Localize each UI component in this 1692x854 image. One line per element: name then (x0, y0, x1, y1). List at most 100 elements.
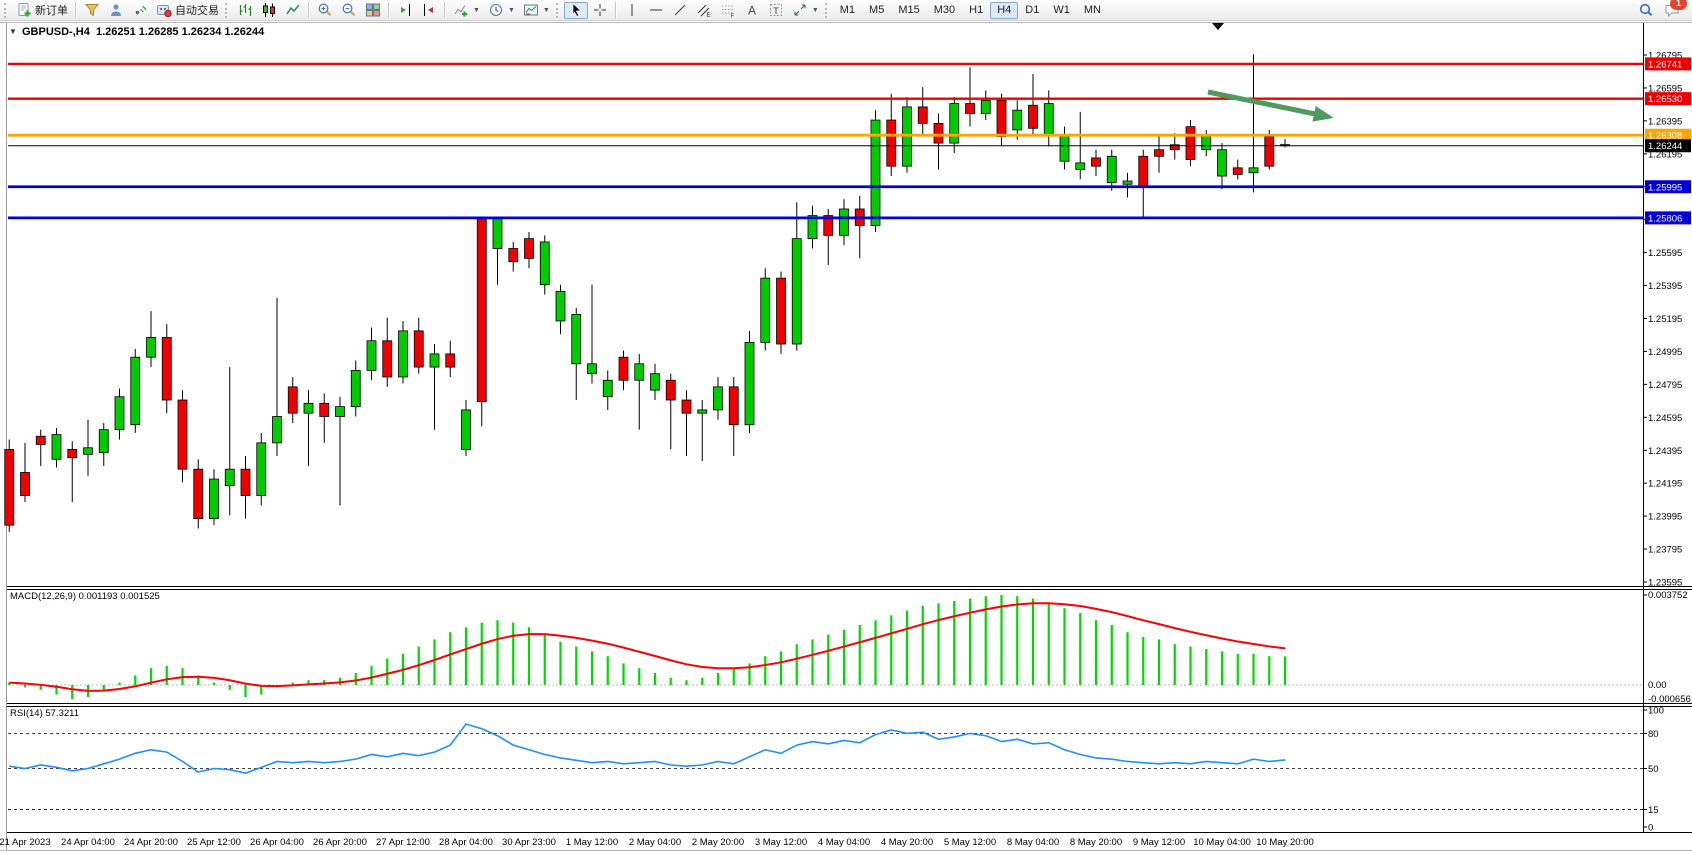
chart-shift-marker[interactable] (1212, 23, 1224, 30)
svg-text:24 Apr 20:00: 24 Apr 20:00 (124, 837, 178, 848)
text-tool-button[interactable]: A (740, 2, 764, 19)
svg-text:1.26795: 1.26795 (1648, 51, 1682, 62)
cursor-tool-button[interactable] (563, 1, 588, 19)
main-toolbar: 新订单 自动交易 (0, 0, 1692, 21)
svg-text:26 Apr 04:00: 26 Apr 04:00 (250, 837, 304, 848)
rsi-panel: 100 80 50 15 0 (8, 706, 1664, 834)
svg-text:0: 0 (1648, 823, 1653, 834)
timeframe-button-m5[interactable]: M5 (869, 4, 885, 16)
symbol-dropdown-icon[interactable]: ▼ (9, 27, 17, 36)
svg-text:30 Apr 23:00: 30 Apr 23:00 (502, 837, 556, 848)
chart-shift-button[interactable] (417, 2, 441, 19)
trend-arrow-annotation[interactable] (1207, 89, 1334, 122)
trendline-icon (674, 4, 686, 16)
crosshair-icon (593, 4, 606, 16)
add-indicator-button[interactable]: ▼ (449, 2, 484, 19)
toolbar-grip[interactable] (824, 2, 829, 18)
svg-text:1.24195: 1.24195 (1648, 479, 1682, 490)
zoom-in-icon (318, 3, 332, 17)
svg-text:1.25195: 1.25195 (1648, 314, 1682, 325)
horizontal-line-tool-button[interactable] (644, 2, 668, 19)
auto-trading-button[interactable]: 自动交易 (152, 2, 223, 19)
candle-chart-mode-button[interactable] (257, 2, 281, 19)
bar-chart-mode-button[interactable] (233, 2, 257, 19)
time-axis[interactable]: 21 Apr 2023 24 Apr 04:00 24 Apr 20:00 25 Ap… (0, 837, 1314, 848)
auto-scroll-icon (401, 4, 410, 16)
svg-text:1.24595: 1.24595 (1648, 413, 1682, 424)
svg-text:-0.000656: -0.000656 (1648, 694, 1691, 705)
svg-text:0.003752: 0.003752 (1648, 590, 1688, 601)
toolbar-grip[interactable] (555, 2, 560, 18)
search-icon[interactable] (1638, 2, 1654, 18)
trendline-tool-button[interactable] (668, 2, 692, 19)
svg-text:1.24395: 1.24395 (1648, 446, 1682, 457)
dropdown-caret: ▼ (811, 6, 819, 14)
timeframe-button-d1[interactable]: D1 (1025, 4, 1040, 16)
zoom-out-icon (342, 3, 356, 17)
auto-scroll-button[interactable] (393, 2, 417, 19)
profile-button[interactable] (104, 2, 128, 19)
svg-text:8 May 04:00: 8 May 04:00 (1007, 837, 1059, 848)
new-order-button[interactable]: 新订单 (12, 2, 72, 19)
market-watch-button[interactable] (80, 2, 104, 19)
clock-icon (489, 4, 502, 16)
svg-text:E: E (706, 13, 710, 18)
text-icon: A (748, 4, 756, 18)
svg-text:28 Apr 04:00: 28 Apr 04:00 (439, 837, 493, 848)
line-chart-mode-button[interactable] (281, 2, 305, 19)
dropdown-caret: ▼ (542, 6, 550, 14)
toolbar-grip[interactable] (4, 2, 8, 18)
person-icon (111, 4, 121, 16)
zoom-out-button[interactable] (337, 2, 361, 19)
separator (614, 2, 617, 18)
zoom-in-button[interactable] (313, 2, 337, 19)
timeframe-button-m15[interactable]: M15 (898, 4, 920, 16)
template-button[interactable]: ▼ (519, 2, 554, 19)
crosshair-tool-button[interactable] (588, 2, 612, 19)
svg-text:1.26308: 1.26308 (1648, 131, 1682, 142)
timeframe-button-mn[interactable]: MN (1083, 4, 1101, 16)
svg-text:1.23795: 1.23795 (1648, 545, 1682, 556)
separator (444, 2, 446, 18)
svg-text:1.24795: 1.24795 (1648, 380, 1682, 391)
timeframe-button-h4[interactable]: H4 (990, 1, 1019, 19)
text-label-tool-button[interactable]: T (764, 2, 788, 19)
notification-badge: 1 (1670, 0, 1687, 10)
auto-trading-icon (157, 5, 172, 18)
svg-text:9 May 12:00: 9 May 12:00 (1133, 837, 1185, 848)
svg-text:21 Apr 2023: 21 Apr 2023 (0, 837, 51, 848)
notifications-button[interactable]: 1 (1664, 0, 1687, 18)
candlesticks (4, 54, 1290, 532)
toolbar-grip[interactable] (225, 2, 229, 18)
text-label-icon: T (769, 4, 782, 16)
svg-text:T: T (773, 6, 779, 16)
svg-text:24 Apr 04:00: 24 Apr 04:00 (61, 837, 115, 848)
signals-button[interactable] (128, 2, 152, 19)
chart-title: GBPUSD-,H4 1.26251 1.26285 1.26234 1.262… (22, 26, 264, 38)
level-lines[interactable] (8, 62, 1643, 220)
fibonacci-tool-button[interactable]: F (716, 2, 740, 19)
timeframe-button-w1[interactable]: W1 (1053, 4, 1070, 16)
svg-text:27 Apr 12:00: 27 Apr 12:00 (376, 837, 430, 848)
arrows-tool-button[interactable]: ▼ (788, 2, 823, 19)
rsi-line (9, 723, 1286, 775)
template-icon (523, 4, 538, 16)
timeframe-button-m30[interactable]: M30 (933, 4, 956, 16)
svg-text:0.00: 0.00 (1648, 680, 1667, 691)
period-button[interactable]: ▼ (484, 2, 519, 19)
timeframe-button-h1[interactable]: H1 (969, 4, 984, 16)
svg-text:8 May 20:00: 8 May 20:00 (1070, 837, 1122, 848)
funnel-icon (84, 4, 100, 17)
tile-windows-button[interactable] (361, 2, 385, 19)
vertical-line-tool-button[interactable] (620, 2, 644, 19)
channel-tool-button[interactable]: E (692, 2, 716, 19)
svg-text:1.26595: 1.26595 (1648, 83, 1682, 94)
fibonacci-icon: F (721, 5, 734, 18)
svg-text:3 May 12:00: 3 May 12:00 (755, 837, 807, 848)
svg-text:1.25595: 1.25595 (1648, 248, 1682, 259)
add-indicator-icon (454, 5, 467, 17)
timeframe-button-m1[interactable]: M1 (839, 4, 856, 16)
candlestick-icon (263, 3, 275, 17)
